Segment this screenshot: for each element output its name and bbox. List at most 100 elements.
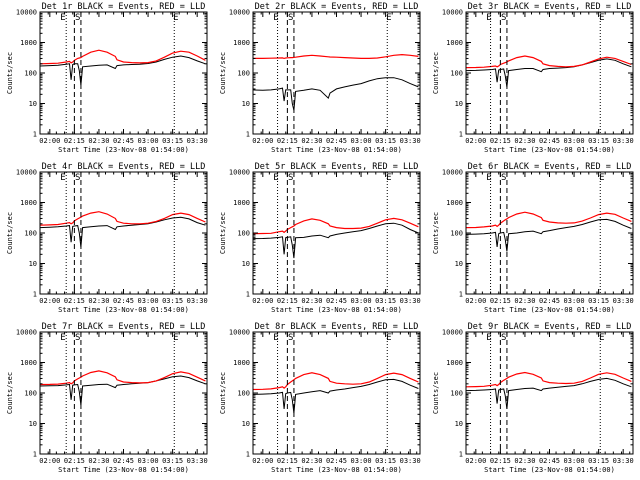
x-tick-label: 03:00 [564,457,585,465]
y-axis-label: Counts/sec [219,212,227,254]
panel-title: Det 1r BLACK = Events, RED = LLD [42,2,206,12]
event-marker-label: E [599,173,604,183]
y-tick-label: 100 [237,390,250,398]
x-tick-label: 03:30 [613,137,634,145]
x-tick-label: 02:30 [301,457,322,465]
x-tick-label: 03:15 [162,297,183,305]
event-marker-label: E [599,13,604,23]
x-tick-label: 02:00 [252,457,273,465]
x-tick-label: 02:15 [490,457,511,465]
x-axis-label: Start Time (23-Nov-08 01:54:00) [58,466,189,474]
lld-series-line [466,371,632,388]
event-marker-label: E [173,13,178,23]
x-tick-label: 02:30 [514,137,535,145]
x-tick-label: 03:15 [375,137,396,145]
events-series-line [253,222,419,259]
x-axis-label: Start Time (23-Nov-08 01:54:00) [484,146,615,154]
x-tick-label: 02:00 [465,297,486,305]
event-marker-label: E [486,333,491,343]
x-tick-label: 02:30 [301,297,322,305]
y-tick-label: 10 [29,100,37,108]
event-marker-label: E [486,173,491,183]
y-tick-label: 1 [246,291,250,299]
panel-title: Det 2r BLACK = Events, RED = LLD [255,2,419,12]
y-tick-label: 10000 [442,9,463,17]
y-axis-label: Counts/sec [432,372,440,414]
x-axis-label: Start Time (23-Nov-08 01:54:00) [484,466,615,474]
x-tick-label: 03:30 [400,137,421,145]
event-marker-label: E [273,173,278,183]
y-tick-label: 1000 [233,39,250,47]
x-tick-label: 02:30 [301,137,322,145]
y-tick-label: 1000 [20,359,37,367]
y-tick-label: 100 [237,230,250,238]
x-tick-label: 02:45 [326,297,347,305]
lld-series-line [253,372,419,391]
x-axis-label: Start Time (23-Nov-08 01:54:00) [271,466,402,474]
panel-title: Det 4r BLACK = Events, RED = LLD [42,162,206,172]
y-tick-label: 1 [459,291,463,299]
event-marker-label: E [386,13,391,23]
y-tick-label: 100 [237,70,250,78]
event-marker-label: E [486,13,491,23]
events-series-line [466,218,632,252]
x-tick-label: 03:00 [138,137,159,145]
x-tick-label: 03:00 [351,137,372,145]
lld-series-line [40,211,206,226]
x-tick-label: 02:45 [113,137,134,145]
y-tick-label: 1000 [233,359,250,367]
event-marker-label: E [599,333,604,343]
x-tick-label: 03:15 [162,137,183,145]
y-tick-label: 1000 [446,359,463,367]
events-series-line [253,378,419,414]
y-axis-label: Counts/sec [6,52,14,94]
y-tick-label: 1 [33,131,37,139]
x-tick-label: 02:45 [113,297,134,305]
y-tick-label: 10 [242,420,250,428]
y-tick-label: 1 [246,131,250,139]
x-tick-label: 03:00 [138,297,159,305]
y-axis-label: Counts/sec [432,52,440,94]
x-tick-label: 03:30 [613,457,634,465]
x-tick-label: 03:30 [400,457,421,465]
x-tick-label: 02:00 [252,297,273,305]
events-series-line [253,77,419,111]
events-series-line [40,55,206,86]
event-marker-label: S [288,333,293,343]
y-tick-label: 1 [246,451,250,459]
event-marker-label: S [501,333,506,343]
lld-series-line [253,53,419,60]
x-tick-label: 02:30 [88,457,109,465]
y-axis-label: Counts/sec [6,212,14,254]
x-tick-label: 03:30 [187,457,208,465]
x-tick-label: 03:00 [138,457,159,465]
event-marker-label: S [75,173,80,183]
y-tick-label: 10 [455,100,463,108]
y-tick-label: 1000 [446,39,463,47]
x-tick-label: 02:15 [64,297,85,305]
panel-title: Det 3r BLACK = Events, RED = LLD [468,2,632,12]
x-axis-label: Start Time (23-Nov-08 01:54:00) [484,306,615,314]
lld-series-line [466,211,632,229]
lld-series-line [466,55,632,69]
event-marker-label: S [501,13,506,23]
x-tick-label: 03:00 [351,297,372,305]
y-tick-label: 1000 [233,199,250,207]
x-tick-label: 03:15 [588,297,609,305]
lld-series-line [40,370,206,386]
x-tick-label: 02:15 [64,137,85,145]
plot-frame [39,331,208,455]
x-tick-label: 02:15 [277,297,298,305]
y-tick-label: 10000 [229,329,250,337]
y-tick-label: 100 [450,230,463,238]
events-series-line [40,375,206,406]
y-tick-label: 1 [33,291,37,299]
panel-title: Det 5r BLACK = Events, RED = LLD [255,162,419,172]
events-series-line [466,377,632,409]
